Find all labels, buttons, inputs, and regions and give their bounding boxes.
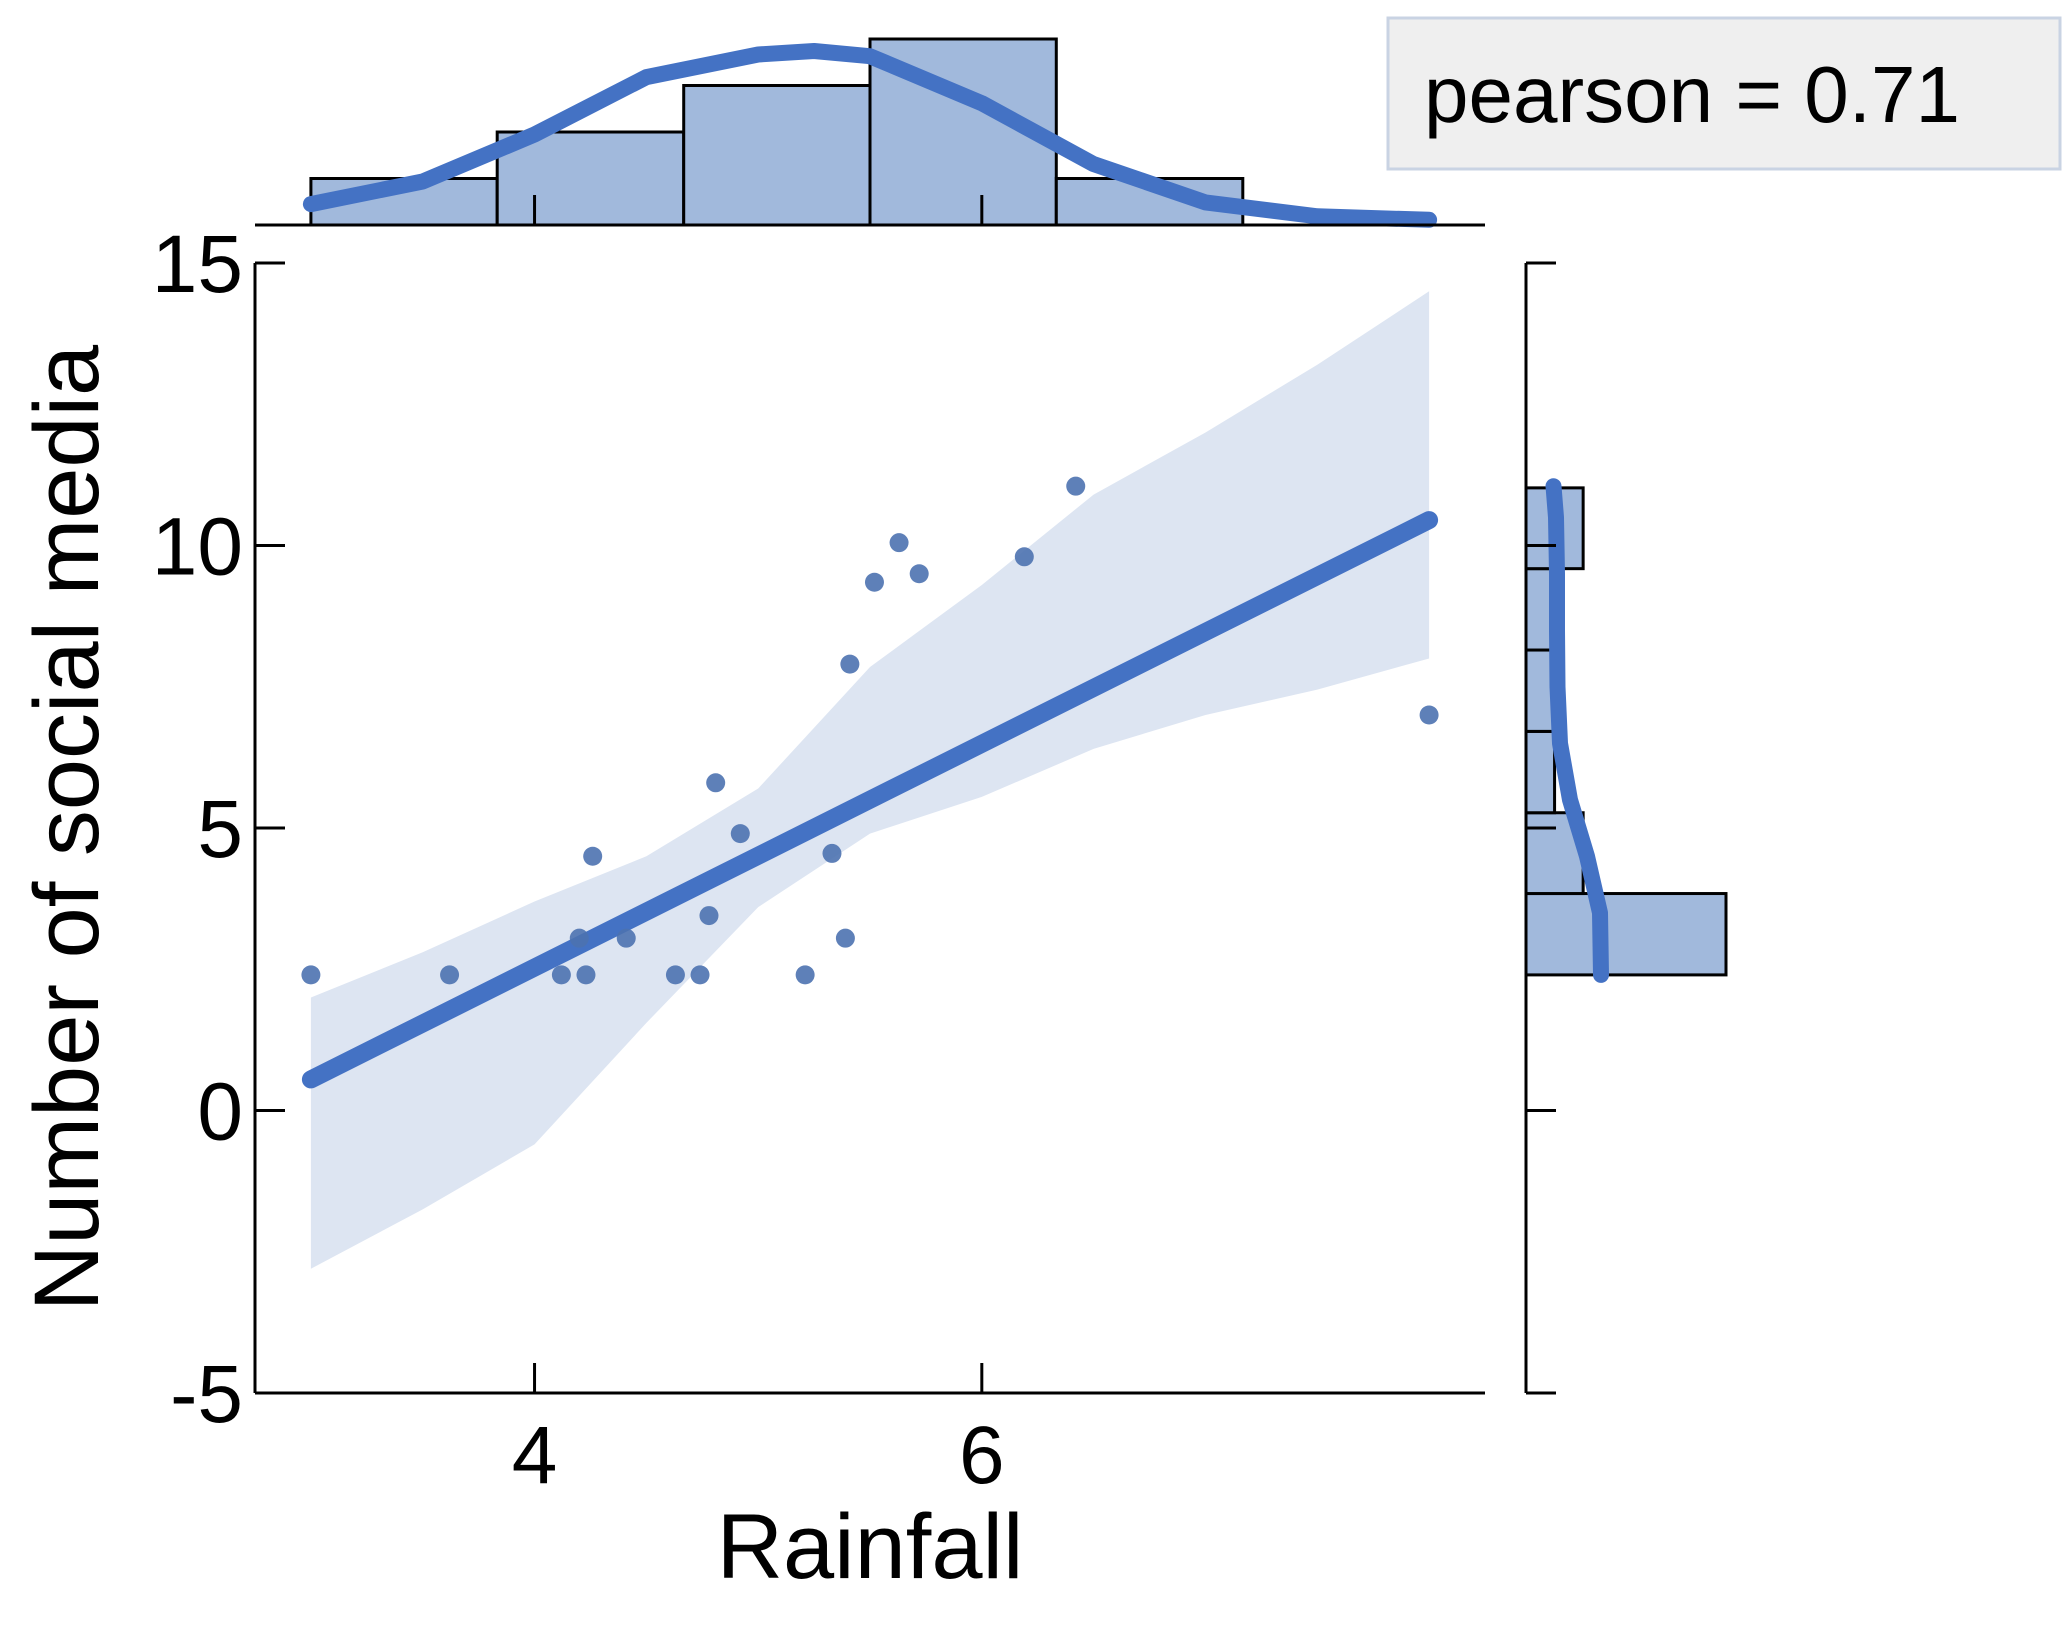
scatter-point: [301, 965, 321, 985]
scatter-point: [440, 965, 460, 985]
y-axis-title: Number of social media: [16, 344, 118, 1311]
scatter-point: [706, 773, 726, 793]
scatter-point: [616, 928, 636, 948]
annotation-box: [1386, 16, 2062, 171]
scatter-point: [699, 906, 719, 926]
scatter-point: [1066, 476, 1086, 496]
y-tick-label: 5: [197, 784, 243, 875]
scatter-point: [665, 965, 685, 985]
scatter-point: [576, 965, 596, 985]
scatter-point: [822, 843, 842, 863]
confidence-band-layer: [310, 291, 1430, 1269]
y-tick-label: 0: [197, 1067, 243, 1158]
annotation-text: pearson = 0.71: [1424, 50, 1960, 139]
scatter-point: [795, 965, 815, 985]
scatter-points-layer: [301, 476, 1439, 985]
scatter-point: [730, 824, 750, 844]
scatter-point: [840, 654, 860, 674]
scatter-point: [864, 572, 884, 592]
y-hist-bar: [1524, 729, 1557, 815]
x-tick-label: 6: [959, 1410, 1005, 1501]
y-tick-label: -5: [170, 1349, 243, 1440]
pearson-annotation: pearson = 0.71: [1386, 16, 2062, 171]
scatter-point: [1014, 547, 1034, 567]
x-marginal-histogram: [302, 37, 1438, 228]
x-hist-bar: [682, 84, 872, 227]
regression-line: [301, 511, 1439, 1089]
scatter-point: [889, 533, 909, 553]
regression-line-layer: [301, 511, 1439, 1089]
y-kde-curve: [1545, 478, 1609, 983]
scatter-point: [690, 965, 710, 985]
x-tick-label: 4: [512, 1410, 558, 1501]
scatter-point: [1419, 705, 1439, 725]
y-tick-label: 10: [152, 502, 243, 593]
x-kde-curve: [302, 43, 1438, 228]
y-tick-label: 15: [152, 219, 243, 310]
confidence-band: [310, 291, 1430, 1269]
axes-layer: -5 0 5 10 15 4 6: [152, 195, 1556, 1501]
y-hist-bar: [1524, 892, 1728, 977]
x-axis-title: Rainfall: [717, 1496, 1024, 1598]
scatter-point: [909, 564, 929, 584]
y-marginal-histogram: [1524, 478, 1728, 983]
scatter-point: [551, 965, 571, 985]
scatter-point: [583, 846, 603, 866]
scatter-point: [835, 928, 855, 948]
scatter-point: [569, 928, 589, 948]
